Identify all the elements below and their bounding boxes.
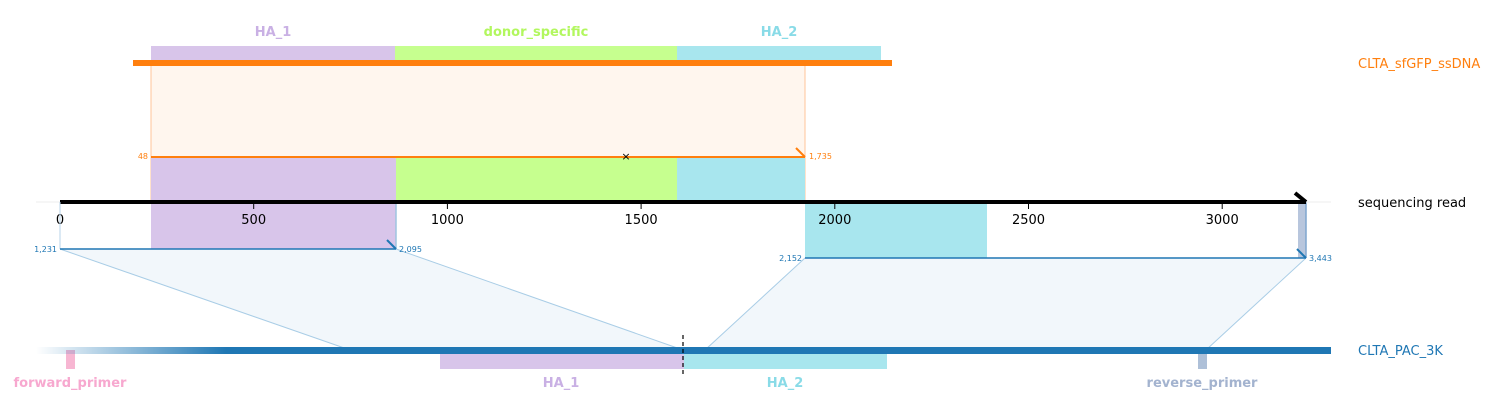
target-2-alignment-arrow bbox=[1296, 248, 1307, 259]
target-2-end-label: 3,443 bbox=[1309, 254, 1332, 263]
read-feature-ha1-bottom bbox=[151, 202, 396, 249]
target-1-connection-right bbox=[395, 248, 684, 351]
donor-alignment-shade bbox=[151, 63, 805, 157]
read-axis-tick-label: 500 bbox=[241, 213, 266, 228]
bottom-feature-ha2-block bbox=[684, 350, 887, 369]
read-feature-reverse-primer bbox=[1298, 202, 1306, 258]
top-feature-donor-specific-block bbox=[395, 46, 677, 63]
target-track-fade bbox=[36, 347, 226, 354]
read-feature-ha2-top bbox=[677, 157, 805, 202]
target-2-connection-shade bbox=[705, 258, 1306, 350]
donor-alignment-end-label: 1,735 bbox=[809, 152, 832, 161]
alignment-cross-marker: × bbox=[621, 150, 630, 163]
target-1-start-label: 1,231 bbox=[34, 245, 57, 254]
bottom-feature-ha1-label: HA_1 bbox=[543, 376, 580, 391]
read-axis-tick-label: 2000 bbox=[818, 213, 851, 228]
read-axis-tick-label: 1500 bbox=[625, 213, 658, 228]
target-track-label: CLTA_PAC_3K bbox=[1358, 344, 1443, 359]
top-feature-ha1-label: HA_1 bbox=[255, 25, 292, 40]
target-track-line bbox=[226, 347, 1331, 354]
bottom-feature-reverse-primer-label: reverse_primer bbox=[1147, 376, 1259, 391]
donor-alignment-start-label: 48 bbox=[138, 152, 148, 161]
target-2-connection-left bbox=[704, 257, 806, 351]
bottom-feature-reverse-primer-block bbox=[1198, 350, 1207, 369]
target-2-connection-right bbox=[1205, 257, 1307, 351]
read-track-arrow bbox=[1293, 191, 1308, 204]
top-feature-ha1-block bbox=[151, 46, 395, 63]
target-1-connection-shade bbox=[60, 249, 683, 350]
read-feature-ha1-top bbox=[151, 157, 396, 202]
target-1-alignment-arrow bbox=[386, 239, 397, 250]
top-feature-ha2-label: HA_2 bbox=[761, 25, 798, 40]
bottom-feature-forward-primer-block bbox=[66, 350, 75, 369]
target-2-start-label: 2,152 bbox=[779, 254, 802, 263]
read-axis-tick-label: 1000 bbox=[431, 213, 464, 228]
read-feature-donor-specific bbox=[396, 157, 677, 202]
bottom-feature-forward-primer-label: forward_primer bbox=[14, 376, 128, 391]
top-feature-donor-specific-label: donor_specific bbox=[484, 25, 589, 40]
read-axis-tick-label: 2500 bbox=[1012, 213, 1045, 228]
bottom-feature-ha1-block bbox=[440, 350, 684, 369]
read-feature-ha2-bottom bbox=[805, 202, 987, 258]
read-axis-tick-label: 3000 bbox=[1206, 213, 1239, 228]
top-feature-ha2-block bbox=[677, 46, 881, 63]
donor-track-label: CLTA_sfGFP_ssDNA bbox=[1358, 57, 1480, 72]
target-1-end-label: 2,095 bbox=[399, 245, 422, 254]
read-track-label: sequencing read bbox=[1358, 196, 1466, 211]
bottom-feature-ha2-label: HA_2 bbox=[767, 376, 804, 391]
target-1-connection-left bbox=[59, 248, 351, 351]
donor-alignment-arrow bbox=[795, 147, 806, 158]
